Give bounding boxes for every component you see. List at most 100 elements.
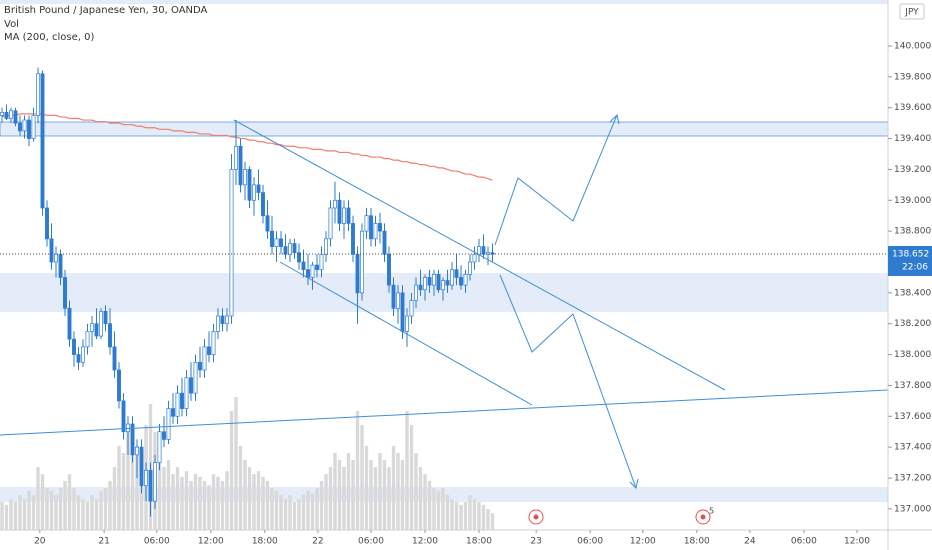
volume-bar <box>477 502 481 530</box>
volume-bar <box>22 499 27 530</box>
volume-bar <box>283 499 288 530</box>
event-icon[interactable] <box>695 509 711 525</box>
candle-body <box>391 284 396 309</box>
volume-bar <box>418 467 423 530</box>
candle-body <box>220 315 225 325</box>
candle-body <box>243 169 247 186</box>
candle-body <box>378 223 382 232</box>
candle-body <box>468 261 472 275</box>
volume-bar <box>333 453 337 530</box>
candle-body <box>211 331 216 355</box>
x-tick-label: 23 <box>530 537 541 547</box>
candle-body <box>166 408 171 440</box>
candle-body <box>175 392 180 417</box>
volume-bar <box>445 495 450 530</box>
candle-body <box>256 184 261 193</box>
candle-body <box>279 238 283 247</box>
candle-body <box>126 423 130 433</box>
volume-bar <box>472 499 477 530</box>
volume-bar <box>490 513 495 530</box>
last-price-box <box>888 245 932 276</box>
x-tick-label: 06:00 <box>791 537 817 547</box>
event-icon-dot <box>700 514 706 520</box>
volume-bar <box>427 481 432 530</box>
candle-body <box>216 315 220 332</box>
candle-body <box>148 469 153 502</box>
candle-body <box>184 377 189 409</box>
candle-body <box>238 145 243 186</box>
y-tick-label: 139.800 <box>894 72 931 82</box>
volume-bar <box>369 460 373 530</box>
candle-body <box>157 431 162 463</box>
volume-bar <box>355 411 360 530</box>
volume-bar <box>391 446 396 530</box>
volume-bar <box>364 446 369 530</box>
zone <box>0 273 888 312</box>
arrow-head <box>609 114 620 125</box>
candle-body <box>22 119 27 132</box>
candle-body <box>364 215 369 232</box>
volume-bar <box>58 488 63 530</box>
y-tick-label: 138.000 <box>894 350 931 360</box>
candle-body <box>387 253 391 286</box>
volume-bar <box>252 474 256 530</box>
volume-bar <box>94 499 99 530</box>
x-tick-label: 06:00 <box>144 537 170 547</box>
candle-body <box>229 169 234 317</box>
legend-title: British Pound / Japanese Yen, 30, OANDA <box>4 5 208 16</box>
countdown: 22:06 <box>902 262 928 272</box>
volume-bar <box>279 495 283 530</box>
candle-body <box>459 277 463 286</box>
candle-body <box>414 284 418 301</box>
candle-body <box>225 315 229 325</box>
volume-bar <box>238 446 243 530</box>
volume-bar <box>220 481 225 530</box>
volume-bar <box>198 476 202 530</box>
volume-bar <box>270 488 274 530</box>
volume-bar <box>328 467 333 530</box>
candle-body <box>67 307 72 340</box>
volume-bar <box>72 488 76 530</box>
zone <box>0 0 888 4</box>
currency-box[interactable] <box>899 3 925 20</box>
candle-body <box>18 122 22 132</box>
volume-bar <box>193 474 198 530</box>
candle-body <box>463 273 468 286</box>
volume-bar <box>387 467 391 530</box>
candle-body <box>342 207 346 224</box>
candle-body <box>454 269 459 278</box>
candle-body <box>189 377 193 394</box>
x-tick-label: 22 <box>312 537 323 547</box>
x-tick-label: 06:00 <box>358 537 384 547</box>
candle-body <box>40 73 45 209</box>
candle-body <box>117 369 121 402</box>
candle-body <box>301 261 306 271</box>
volume-bar <box>400 460 405 530</box>
volume-bar <box>346 453 351 530</box>
legend-indicator: MA (200, close, 0) <box>4 32 94 43</box>
x-tick-label: 12:00 <box>630 537 656 547</box>
candle-body <box>252 184 256 201</box>
y-tick-label: 139.400 <box>894 134 931 144</box>
volume-bar <box>247 467 252 530</box>
event-icon[interactable] <box>528 509 544 525</box>
volume-bar <box>432 488 436 530</box>
volume-bar <box>441 488 445 530</box>
x-tick-label: 06:00 <box>577 537 603 547</box>
volume-bar <box>18 495 22 530</box>
candle-body <box>193 361 198 394</box>
candle-body <box>432 273 436 286</box>
candle-body <box>306 269 310 278</box>
volume-bar <box>261 476 265 530</box>
projection-arrow <box>494 114 618 246</box>
last-price-label: 138.652 <box>892 249 929 259</box>
volume-bar <box>135 446 139 530</box>
candle-body <box>315 264 319 271</box>
volume-bar <box>409 425 414 530</box>
volume-bar <box>157 460 162 530</box>
volume-bar <box>31 495 36 530</box>
x-tick-label: 18:00 <box>684 537 710 547</box>
y-tick-label: 139.000 <box>894 196 931 206</box>
volume-bar <box>423 474 427 530</box>
candle-body <box>319 253 324 271</box>
